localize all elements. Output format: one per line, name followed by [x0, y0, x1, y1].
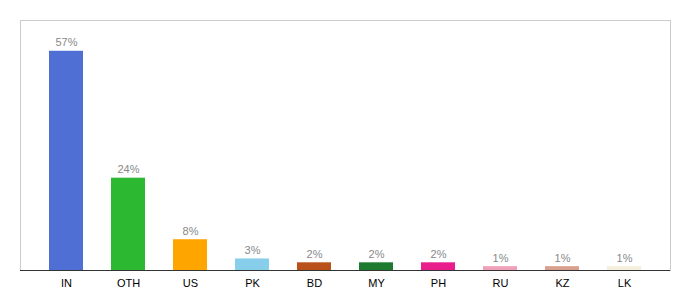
svg-text:2%: 2%	[431, 248, 447, 260]
svg-text:1%: 1%	[493, 252, 509, 264]
svg-text:1%: 1%	[555, 252, 571, 264]
svg-text:LK: LK	[618, 277, 632, 289]
svg-text:IN: IN	[61, 277, 72, 289]
svg-text:US: US	[183, 277, 198, 289]
svg-text:57%: 57%	[55, 36, 77, 48]
svg-text:PK: PK	[245, 277, 260, 289]
svg-text:KZ: KZ	[555, 277, 569, 289]
svg-text:2%: 2%	[307, 248, 323, 260]
svg-text:3%: 3%	[245, 244, 261, 256]
svg-text:RU: RU	[493, 277, 509, 289]
svg-text:OTH: OTH	[117, 277, 140, 289]
svg-text:2%: 2%	[369, 248, 385, 260]
svg-text:24%: 24%	[117, 163, 139, 175]
svg-text:PH: PH	[431, 277, 446, 289]
svg-text:1%: 1%	[617, 252, 633, 264]
svg-text:MY: MY	[368, 277, 385, 289]
svg-text:8%: 8%	[183, 225, 199, 237]
svg-text:BD: BD	[307, 277, 322, 289]
